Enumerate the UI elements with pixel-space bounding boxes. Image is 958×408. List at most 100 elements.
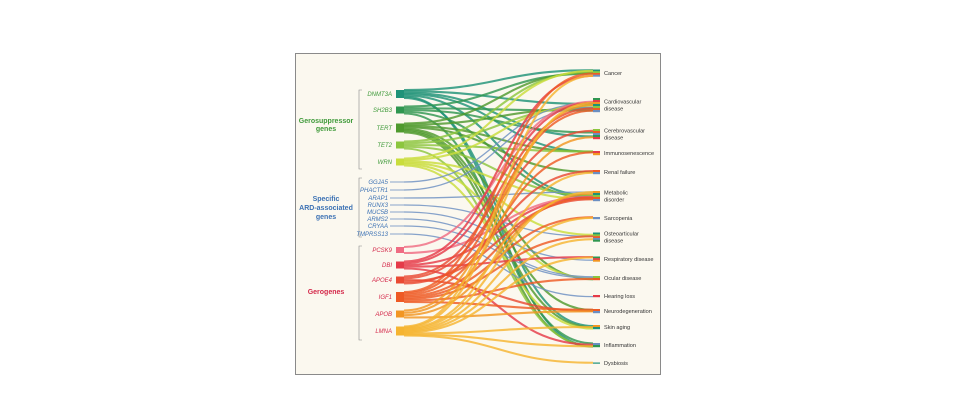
- gene-label-cryaa: CRYAA: [368, 224, 388, 230]
- disease-node-segment-8-1: [593, 258, 600, 261]
- link-apoe4-to-cardiovascular-disease: [403, 107, 594, 278]
- disease-label-sarcopenia: Sarcopenia: [604, 216, 633, 222]
- disease-node-segment-5-1: [593, 193, 600, 196]
- link-lmna-to-sarcopenia: [403, 216, 594, 332]
- link-runx3-to-osteoarticular-disease: [403, 204, 594, 237]
- link-dnmt3a-to-immunosenescence: [403, 92, 594, 153]
- disease-label-cardiovascular-disease-line0: Cardiovascular: [604, 100, 641, 106]
- disease-node-segment-12-1: [593, 327, 600, 330]
- disease-label-dysbiosis: Dysbiosis: [604, 361, 628, 367]
- gene-node-lmna: [396, 326, 404, 336]
- disease-node-segment-2-2: [593, 133, 600, 136]
- disease-label-metabolic-disorder-line1: disorder: [604, 197, 624, 203]
- disease-node-segment-7-4: [593, 239, 600, 242]
- gene-label-lmna: LMNA: [375, 329, 392, 335]
- disease-label-cerebrovascular-disease-line1: disease: [604, 135, 623, 141]
- link-apob-to-cerebrovascular-disease: [403, 136, 594, 314]
- link-igf1-to-sarcopenia: [403, 216, 594, 299]
- link-lmna-to-cardiovascular-disease: [403, 101, 594, 329]
- gene-label-pcsk9: PCSK9: [372, 248, 392, 254]
- disease-label-immunosenescence: Immunosenescence: [604, 151, 654, 157]
- disease-node-segment-1-3: [593, 104, 600, 107]
- disease-node-segment-2-4: [593, 137, 600, 140]
- disease-node-segment-0-3: [593, 74, 600, 77]
- disease-node-segment-2-1: [593, 131, 600, 134]
- gene-node-sh2b3: [396, 106, 404, 114]
- bracket-gs: [358, 89, 362, 170]
- disease-node-segment-5-3: [593, 197, 600, 200]
- disease-label-respiratory-disease: Respiratory disease: [604, 257, 653, 263]
- gene-label-igf1: IGF1: [379, 295, 392, 301]
- disease-node-segment-4-0: [593, 170, 600, 173]
- gene-node-igf1: [396, 292, 404, 302]
- group-label-sp-line0: Specific: [313, 196, 340, 203]
- gene-node-tet2: [396, 141, 404, 149]
- disease-node-segment-12-0: [593, 325, 600, 328]
- disease-node-segment-7-2: [593, 236, 600, 239]
- disease-label-skin-aging: Skin aging: [604, 325, 630, 331]
- gene-label-dbi: DBI: [382, 263, 392, 269]
- disease-node-segment-1-4: [593, 106, 600, 109]
- gene-label-ggja5: GGJA5: [368, 180, 388, 186]
- gene-node-wrn: [396, 158, 404, 166]
- gene-node-dbi: [396, 261, 404, 269]
- disease-node-segment-3-1: [593, 153, 600, 156]
- gene-node-pcsk9: [396, 247, 404, 253]
- disease-label-metabolic-disorder-line0: Metabolic: [604, 191, 628, 197]
- disease-node-segment-1-5: [593, 108, 600, 111]
- link-lmna-to-osteoarticular-disease: [403, 238, 594, 333]
- disease-node-segment-7-1: [593, 234, 600, 237]
- disease-node-segment-11-1: [593, 311, 600, 314]
- link-arap1-to-metabolic-disorder: [403, 191, 594, 199]
- group-label-gg-line0: Gerogenes: [308, 289, 345, 296]
- disease-node-segment-13-1: [593, 345, 600, 348]
- group-label-gs-line1: genes: [316, 126, 336, 133]
- group-label-sp-line2: genes: [316, 214, 336, 221]
- link-dnmt3a-to-metabolic-disorder: [403, 94, 594, 198]
- disease-node-segment-3-0: [593, 151, 600, 154]
- gene-disease-sankey: DNMT3ASH2B3TERTTET2WRNGGJA5PHACTR1ARAP1R…: [299, 69, 654, 367]
- disease-node-segment-0-1: [593, 71, 600, 74]
- link-lmna-to-skin-aging: [403, 325, 594, 335]
- link-sh2b3-to-cerebrovascular-disease: [403, 108, 594, 134]
- disease-node-segment-8-2: [593, 259, 600, 262]
- link-apob-to-cardiovascular-disease: [403, 103, 594, 312]
- disease-node-segment-7-0: [593, 232, 600, 235]
- link-tmprss13-to-hearing-loss: [403, 233, 594, 298]
- link-lmna-to-inflammation: [403, 333, 594, 348]
- link-ggja5-to-cardiovascular-disease: [403, 102, 594, 183]
- gene-label-arap1: ARAP1: [367, 196, 388, 202]
- gene-label-runx3: RUNX3: [368, 203, 389, 209]
- disease-label-osteoarticular-disease-line1: disease: [604, 238, 623, 244]
- disease-label-cardiovascular-disease-line1: disease: [604, 106, 623, 112]
- disease-node-segment-9-1: [593, 278, 600, 281]
- disease-node-segment-6-0: [593, 217, 600, 220]
- disease-node-segment-14-0: [593, 362, 600, 364]
- disease-label-cerebrovascular-disease-line0: Cerebrovascular: [604, 129, 645, 135]
- brackets-layer: [358, 89, 362, 341]
- link-dbi-to-metabolic-disorder: [403, 196, 594, 267]
- bracket-gg: [358, 245, 362, 341]
- disease-node-segment-5-2: [593, 195, 600, 198]
- gene-label-phactr1: PHACTR1: [360, 188, 388, 194]
- disease-label-renal-failure: Renal failure: [604, 170, 635, 176]
- link-pcsk9-to-cardiovascular-disease: [403, 100, 594, 249]
- disease-label-cancer: Cancer: [604, 71, 622, 77]
- gene-node-apoe4: [396, 276, 404, 284]
- disease-nodes: CancerCardiovasculardiseaseCerebrovascul…: [593, 69, 654, 367]
- disease-node-segment-10-0: [593, 295, 600, 298]
- disease-node-segment-9-0: [593, 276, 600, 279]
- link-tert-to-renal-failure: [403, 126, 594, 174]
- gene-label-wrn: WRN: [378, 160, 393, 166]
- group-label-gs-line0: Gerosuppressor: [299, 118, 354, 125]
- links-layer: [403, 69, 594, 364]
- disease-node-segment-2-3: [593, 135, 600, 138]
- disease-node-segment-5-0: [593, 191, 600, 194]
- disease-node-segment-5-4: [593, 199, 600, 202]
- gene-label-dnmt3a: DNMT3A: [367, 92, 392, 98]
- figure-frame: DNMT3A SH2B3 TERT TET2 WRN GGJA5 PHACTR1 ARAP1 R…: [295, 53, 661, 375]
- link-igf1-to-cancer: [403, 72, 594, 294]
- disease-label-hearing-loss: Hearing loss: [604, 294, 635, 300]
- disease-node-segment-13-0: [593, 343, 600, 346]
- disease-label-inflammation: Inflammation: [604, 343, 636, 349]
